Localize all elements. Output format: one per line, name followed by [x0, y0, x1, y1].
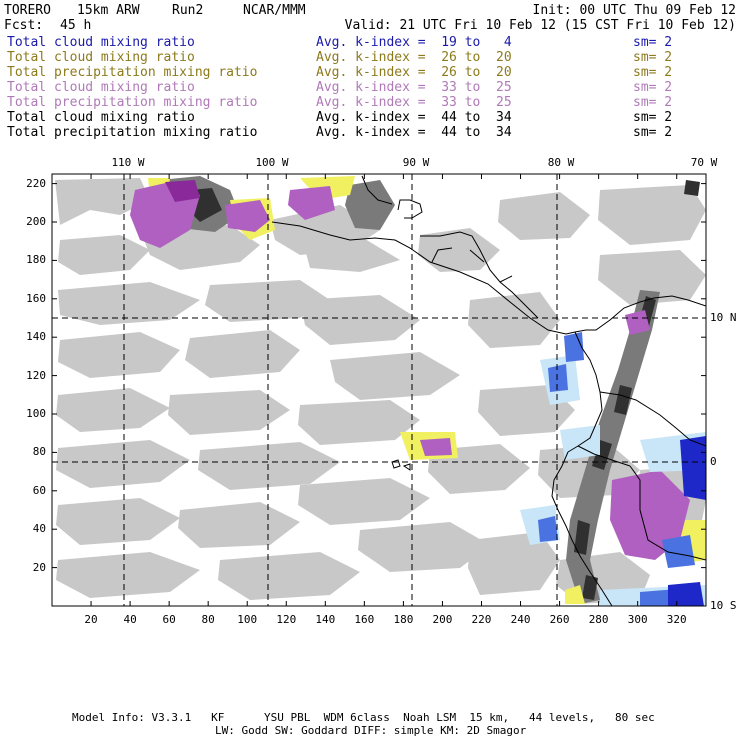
left-tick-label: 180	[26, 253, 46, 267]
colombia-pacific	[567, 331, 603, 453]
caribbean-coast	[420, 231, 539, 319]
legend-field: Total precipitation mixing ratio	[7, 125, 258, 140]
dark-blue-patches	[668, 436, 706, 606]
left-tick-label: 200	[26, 215, 46, 228]
legend-kindex: Avg. k-index = 19 to 4	[316, 35, 512, 50]
bottom-tick-label: 160	[354, 613, 375, 626]
model-name: TORERO	[4, 3, 51, 18]
legend-sm: sm= 2	[633, 125, 673, 140]
left-tick-label: 120	[26, 368, 46, 382]
bottom-tick-label: 40	[123, 613, 137, 626]
peru-border	[629, 465, 706, 561]
left-tick-label: 80	[32, 445, 46, 459]
physics-info: LW: Godd SW: Goddard DIFF: simple KM: 2D…	[215, 724, 527, 737]
right-latitude-label: 0	[710, 455, 717, 468]
bottom-tick-label: 300	[627, 613, 648, 626]
top-longitude-label: 70 W	[690, 156, 718, 169]
top-longitude-label: 80 W	[547, 156, 575, 169]
bottom-tick-label: 20	[84, 613, 98, 626]
bottom-tick-label: 180	[393, 613, 414, 626]
legend-sm: sm= 2	[633, 50, 673, 65]
central-america-borders	[431, 247, 513, 283]
bottom-tick-label: 120	[276, 613, 297, 626]
bottom-tick-label: 220	[471, 613, 492, 626]
organization: NCAR/MMM	[243, 3, 306, 18]
left-tick-label: 60	[32, 483, 46, 497]
bottom-tick-label: 280	[588, 613, 609, 626]
galapagos-islands	[391, 459, 411, 471]
top-longitude-label: 90 W	[402, 156, 430, 169]
top-longitude-label: 100 W	[255, 156, 289, 169]
gulf-coast	[361, 175, 393, 205]
legend-sm: sm= 2	[633, 65, 673, 80]
top-longitude-label: 110 W	[111, 156, 145, 169]
legend-sm: sm= 2	[633, 95, 673, 110]
valid-time: Valid: 21 UTC Fri 10 Feb 12 (15 CST Fri …	[344, 18, 736, 33]
legend-field: Total cloud mixing ratio	[7, 35, 195, 50]
legend-kindex: Avg. k-index = 44 to 34	[316, 110, 512, 125]
init-time: Init: 00 UTC Thu 09 Feb 12	[532, 3, 737, 18]
left-tick-label: 40	[32, 522, 46, 536]
bottom-tick-label: 260	[549, 613, 570, 626]
bottom-tick-label: 80	[201, 613, 215, 626]
axis-ticks	[52, 174, 706, 606]
forecast-label: Fcst:	[4, 18, 44, 33]
dark-purple-cores	[165, 180, 200, 202]
legend-sm: sm= 2	[633, 35, 673, 50]
legend-kindex: Avg. k-index = 33 to 25	[316, 80, 512, 95]
left-tick-label: 160	[26, 291, 46, 305]
legend-field: Total precipitation mixing ratio	[7, 95, 258, 110]
left-tick-label: 20	[32, 560, 46, 574]
ecuador-border	[577, 445, 631, 467]
mexico-coast	[271, 221, 576, 335]
left-tick-label: 140	[26, 330, 46, 344]
bottom-tick-label: 320	[666, 613, 687, 626]
bottom-tick-label: 60	[162, 613, 176, 626]
legend-kindex: Avg. k-index = 26 to 20	[316, 65, 512, 80]
right-latitude-label: 10 S	[710, 599, 737, 612]
bottom-tick-label: 140	[315, 613, 336, 626]
andes-border	[599, 391, 706, 447]
model-resolution: 15km ARW	[77, 3, 140, 18]
model-info: Model Info: V3.3.1 KF YSU PBL WDM 6class…	[72, 711, 655, 724]
run-label: Run2	[172, 3, 204, 18]
legend-field: Total precipitation mixing ratio	[7, 65, 258, 80]
bottom-tick-label: 100	[237, 613, 258, 626]
legend-field: Total cloud mixing ratio	[7, 110, 195, 125]
lat-lon-grid	[52, 174, 706, 606]
cloud-field	[52, 174, 706, 606]
forecast-hours: 45 h	[60, 18, 92, 33]
right-latitude-label: 10 N	[710, 311, 737, 324]
legend-field: Total cloud mixing ratio	[7, 50, 195, 65]
legend-kindex: Avg. k-index = 44 to 34	[316, 125, 512, 140]
bottom-tick-label: 240	[510, 613, 531, 626]
bottom-tick-label: 200	[432, 613, 453, 626]
left-tick-label: 220	[26, 176, 46, 190]
legend-kindex: Avg. k-index = 26 to 20	[316, 50, 512, 65]
yucatan-coast	[397, 199, 423, 219]
legend-field: Total cloud mixing ratio	[7, 80, 195, 95]
map-frame	[51, 173, 707, 607]
coastlines	[271, 175, 706, 606]
legend-kindex: Avg. k-index = 33 to 25	[316, 95, 512, 110]
left-tick-label: 100	[26, 407, 46, 420]
grey-cloud-patches	[55, 178, 706, 604]
colombia-coast	[574, 295, 706, 333]
purple-precip-patches	[130, 182, 690, 560]
legend-sm: sm= 2	[633, 80, 673, 95]
legend-sm: sm= 2	[633, 110, 673, 125]
